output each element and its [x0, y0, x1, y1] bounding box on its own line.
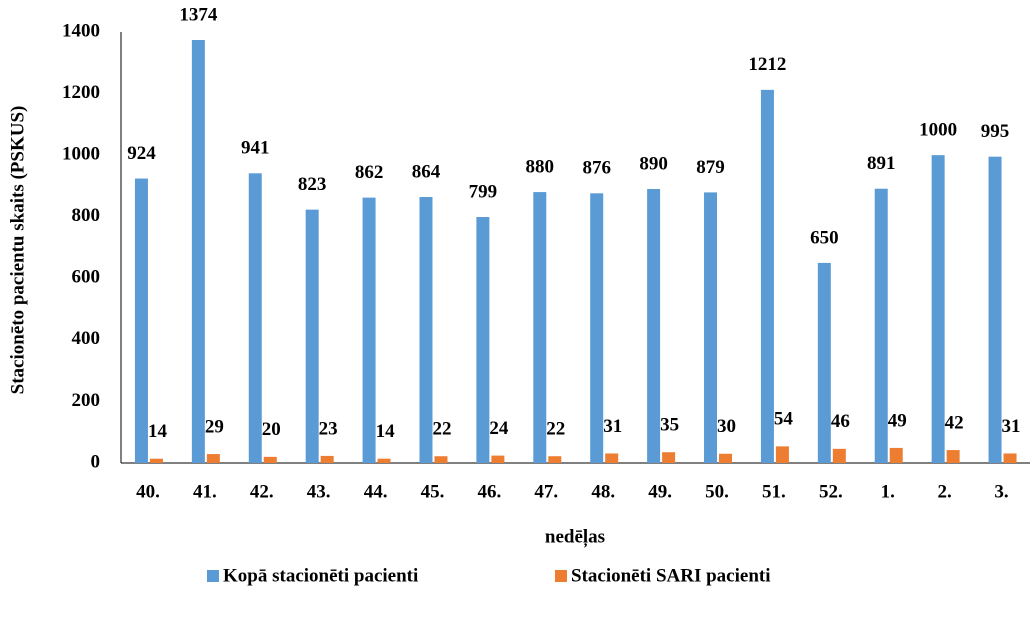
- bar: [491, 455, 505, 463]
- value-label: 14: [376, 421, 396, 442]
- x-tick-label: 41.: [193, 481, 217, 502]
- x-tick-label: 42.: [250, 481, 274, 502]
- bar: [832, 448, 846, 463]
- x-tick-label: 49.: [648, 481, 672, 502]
- legend-swatch: [207, 570, 219, 582]
- x-tick-label: 40.: [136, 481, 160, 502]
- y-tick-label: 800: [72, 205, 101, 226]
- value-label: 880: [526, 156, 555, 177]
- bar: [874, 188, 888, 463]
- value-label: 20: [262, 419, 281, 440]
- bar: [719, 453, 733, 463]
- bar: [419, 197, 433, 464]
- x-tick-label: 44.: [364, 481, 388, 502]
- bar: [476, 217, 490, 463]
- x-tick-label: 2.: [938, 481, 952, 502]
- x-tick-label: 3.: [994, 481, 1008, 502]
- value-label: 42: [945, 412, 964, 433]
- value-label: 31: [1002, 416, 1021, 437]
- bar: [931, 155, 945, 463]
- value-label: 22: [432, 419, 451, 440]
- bar: [533, 192, 547, 464]
- value-label: 54: [774, 409, 794, 430]
- bar: [889, 447, 903, 463]
- x-tick-label: 1.: [881, 481, 895, 502]
- bar: [704, 192, 718, 464]
- bar: [988, 156, 1002, 464]
- value-label: 23: [319, 418, 338, 439]
- bar: [946, 450, 960, 463]
- x-axis-title: nedēļas: [545, 526, 605, 547]
- bar: [362, 197, 376, 463]
- bar: [760, 89, 774, 464]
- value-label: 1000: [919, 120, 957, 141]
- bar: [305, 209, 319, 463]
- x-tick-label: 43.: [307, 481, 331, 502]
- value-label: 29: [205, 416, 224, 437]
- bar: [817, 262, 831, 463]
- value-label: 46: [831, 411, 850, 432]
- bar: [149, 458, 163, 463]
- bar: [134, 178, 148, 464]
- bar: [191, 40, 205, 464]
- x-tick-label: 50.: [705, 481, 729, 502]
- value-label: 879: [696, 157, 725, 178]
- value-label: 862: [355, 162, 384, 183]
- x-tick-label: 45.: [421, 481, 445, 502]
- bar: [605, 453, 619, 463]
- y-axis-title: Stacionēto pacientu skaits (PSKUS): [7, 106, 28, 395]
- x-tick-label: 51.: [762, 481, 786, 502]
- y-tick-label: 600: [72, 267, 101, 288]
- value-label: 30: [717, 416, 736, 437]
- value-label: 876: [582, 158, 611, 179]
- value-label: 35: [660, 415, 679, 436]
- y-tick-label: 1000: [62, 144, 100, 165]
- x-tick-label: 48.: [591, 481, 615, 502]
- value-label: 22: [546, 419, 565, 440]
- value-label: 891: [867, 153, 896, 174]
- y-tick-label: 0: [91, 451, 101, 472]
- value-label: 864: [412, 161, 441, 182]
- bar: [434, 456, 448, 463]
- bar: [647, 189, 661, 463]
- bar: [377, 458, 391, 463]
- value-label: 890: [639, 153, 668, 174]
- value-label: 1212: [748, 54, 786, 75]
- legend-swatch: [555, 570, 567, 582]
- bar: [248, 173, 262, 463]
- bar: [263, 456, 277, 463]
- bar: [590, 193, 604, 463]
- value-label: 1374: [179, 4, 218, 25]
- value-label: 24: [489, 418, 509, 439]
- bar: [1003, 453, 1017, 463]
- value-label: 924: [127, 143, 156, 164]
- x-tick-label: 47.: [534, 481, 558, 502]
- value-label: 650: [810, 227, 839, 248]
- legend-label: Stacionēti SARI pacienti: [571, 565, 771, 586]
- bar: [775, 446, 789, 463]
- value-label: 941: [241, 138, 270, 159]
- y-tick-label: 200: [72, 390, 101, 411]
- x-tick-label: 46.: [478, 481, 502, 502]
- value-label: 31: [603, 416, 622, 437]
- value-label: 49: [888, 410, 907, 431]
- x-tick-label: 52.: [819, 481, 843, 502]
- bar: [662, 452, 676, 463]
- bar: [206, 454, 220, 463]
- value-label: 823: [298, 174, 327, 195]
- value-label: 799: [469, 181, 498, 202]
- bar: [548, 456, 562, 463]
- bar: [320, 455, 334, 463]
- value-label: 14: [148, 421, 168, 442]
- y-tick-label: 400: [72, 328, 101, 349]
- legend-label: Kopā stacionēti pacienti: [223, 565, 418, 586]
- y-tick-label: 1400: [62, 20, 100, 41]
- value-label: 995: [981, 121, 1010, 142]
- y-tick-label: 1200: [62, 82, 100, 103]
